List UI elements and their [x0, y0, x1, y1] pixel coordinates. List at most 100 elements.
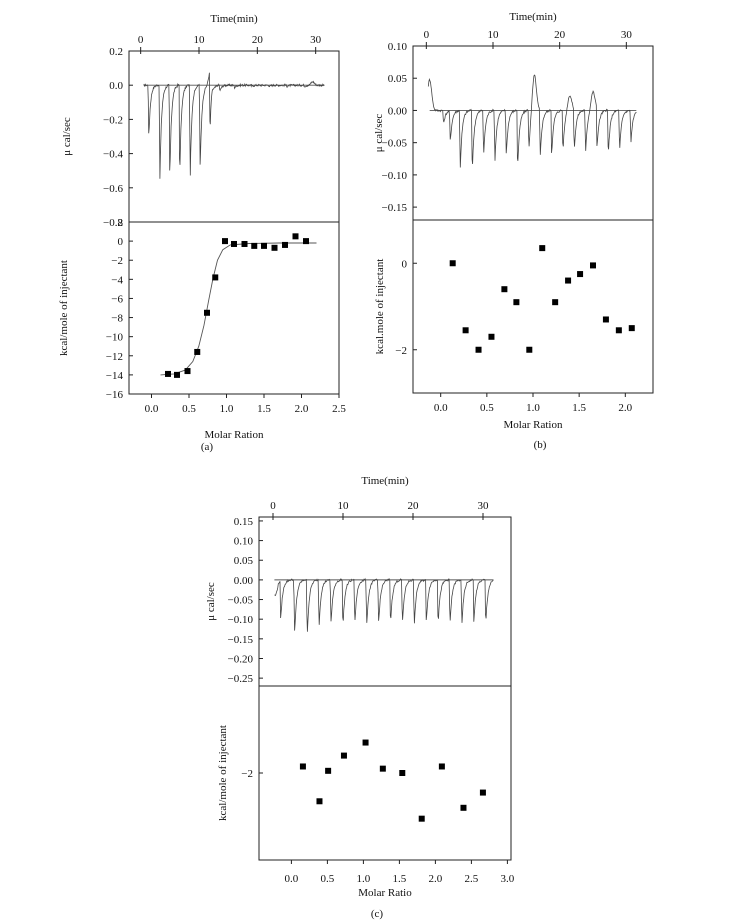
data-point: [362, 739, 369, 746]
power-tick-label: −0.25: [228, 673, 254, 685]
data-point: [501, 286, 508, 293]
enthalpy-tick-label: 2: [118, 217, 124, 229]
enthalpy-axis-title: kcal.mole of injectant: [374, 259, 386, 355]
time-tick-label: 20: [252, 34, 264, 46]
enthalpy-tick-label: −12: [106, 351, 123, 363]
molar-ratio-tick-label: 0.5: [182, 403, 196, 415]
enthalpy-axis-title: kcal/mole of injectant: [58, 260, 70, 356]
enthalpy-tick-label: −16: [106, 389, 124, 401]
data-point: [316, 798, 323, 805]
time-tick-label: 10: [338, 500, 350, 512]
data-point: [552, 299, 559, 306]
power-tick-label: −0.20: [228, 653, 254, 665]
data-point: [475, 346, 482, 353]
data-point: [222, 238, 228, 245]
power-tick-label: 0.0: [109, 80, 123, 92]
power-tick-label: −0.10: [228, 614, 254, 626]
data-point: [379, 765, 386, 772]
power-tick-label: 0.10: [234, 536, 254, 548]
data-point: [204, 309, 210, 316]
data-point: [299, 763, 306, 770]
data-point: [174, 371, 180, 378]
power-tick-label: 0.10: [388, 41, 408, 53]
enthalpy-tick-label: −2: [111, 255, 123, 267]
power-axis-title: μ cal/sec: [373, 114, 385, 153]
power-tick-label: 0.05: [234, 555, 254, 567]
data-point: [184, 368, 191, 375]
data-point: [577, 271, 584, 278]
data-point: [449, 260, 456, 267]
power-tick-label: −0.05: [228, 595, 254, 607]
enthalpy-axis-title: kcal/mole of injectant: [217, 725, 229, 821]
power-axis-title: μ cal/sec: [61, 117, 73, 156]
fit-curve: [160, 242, 317, 376]
top-plot-frame: [128, 50, 340, 223]
data-point: [462, 327, 469, 334]
data-point: [615, 327, 622, 334]
molar-ratio-tick-label: 2.5: [332, 403, 346, 415]
time-tick-label: 0: [270, 500, 276, 512]
data-point: [325, 767, 332, 774]
enthalpy-tick-label: 0: [402, 258, 408, 270]
data-point: [602, 316, 609, 323]
panel-caption: (a): [201, 441, 214, 453]
raw-heat-trace: [143, 72, 325, 179]
power-tick-label: 0.00: [388, 105, 408, 117]
enthalpy-tick-label: −14: [106, 370, 124, 382]
data-point: [460, 804, 467, 811]
enthalpy-tick-label: −8: [111, 313, 123, 325]
molar-ratio-tick-label: 1.5: [572, 402, 586, 414]
molar-ratio-axis-title: Molar Ration: [504, 419, 563, 431]
enthalpy-tick-label: −10: [106, 332, 124, 344]
molar-ratio-tick-label: 2.0: [618, 402, 632, 414]
data-point: [340, 752, 347, 759]
data-point: [251, 242, 258, 249]
time-tick-label: 0: [424, 29, 430, 41]
data-point: [241, 240, 248, 247]
molar-ratio-tick-label: 1.0: [220, 403, 234, 415]
data-point: [539, 245, 546, 252]
power-tick-label: −0.15: [382, 202, 408, 214]
time-axis-title: Time(min): [361, 475, 409, 487]
power-tick-label: −0.2: [103, 114, 123, 126]
time-tick-label: 30: [310, 34, 322, 46]
enthalpy-tick-label: −2: [241, 768, 253, 780]
data-point: [628, 325, 635, 332]
itc-panel-a: 0 10 20 30Time(min)0.20.0−0.2−0.4−0.6−0.8μ …: [58, 13, 346, 453]
data-point: [479, 789, 486, 796]
itc-panel-c: 0 10 20 30 Time(min) 0.15 0.10 0.05 0.00 −0.05 −0.…: [205, 475, 515, 920]
data-point: [292, 233, 299, 240]
data-point: [261, 242, 267, 249]
power-axis-title: μ cal/sec: [205, 582, 217, 621]
power-tick-label: 0.2: [109, 46, 123, 58]
time-tick-label: 30: [478, 500, 490, 512]
data-point: [282, 241, 288, 248]
time-tick-label: 20: [554, 29, 566, 41]
data-point: [303, 238, 309, 245]
data-point: [590, 262, 596, 269]
data-point: [418, 815, 425, 822]
molar-ratio-tick-label: 0.0: [434, 402, 448, 414]
power-tick-label: −0.15: [228, 634, 254, 646]
top-plot-frame: [412, 45, 654, 221]
data-point: [165, 370, 171, 377]
data-point: [526, 346, 533, 353]
data-point: [271, 244, 278, 251]
molar-ratio-tick-label: 1.0: [526, 402, 540, 414]
data-point: [513, 299, 520, 306]
enthalpy-tick-label: 0: [118, 236, 124, 248]
molar-ratio-tick-label: 0.0: [145, 403, 159, 415]
time-tick-label: 20: [408, 500, 420, 512]
enthalpy-tick-label: −6: [111, 293, 123, 305]
molar-ratio-axis-title: Molar Ration: [205, 429, 264, 441]
data-point: [438, 763, 445, 770]
raw-heat-trace: [427, 74, 637, 168]
raw-heat-trace: [274, 577, 494, 632]
power-tick-label: 0.15: [234, 516, 254, 528]
enthalpy-tick-label: −2: [395, 345, 407, 357]
enthalpy-tick-label: −4: [111, 274, 123, 286]
molar-ratio-tick-label: 0.5: [321, 873, 335, 885]
time-tick-label: 10: [488, 29, 500, 41]
data-point: [231, 240, 237, 247]
